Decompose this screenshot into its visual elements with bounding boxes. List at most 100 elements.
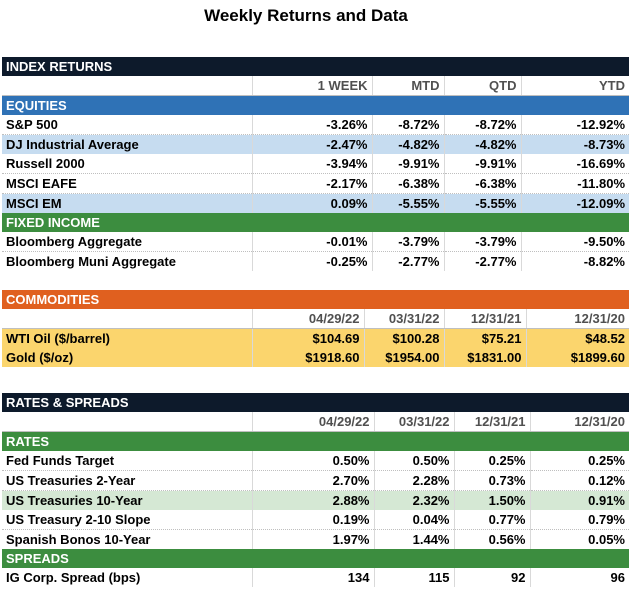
cell-value: -2.77% — [443, 251, 521, 271]
index-returns-header-row: INDEX RETURNS — [2, 57, 629, 76]
row-label: S&P 500 — [2, 115, 252, 135]
table-row: IG Corp. Spread (bps) 134 115 92 96 — [2, 568, 629, 587]
column-header: 12/31/21 — [443, 309, 526, 329]
cell-value: -9.50% — [520, 232, 629, 252]
column-header: 03/31/22 — [363, 309, 444, 329]
row-label: Gold ($/oz) — [2, 348, 252, 367]
row-label: MSCI EAFE — [2, 173, 252, 194]
equities-label: EQUITIES — [2, 95, 252, 115]
equities-section-row: EQUITIES — [2, 95, 629, 115]
cell-value: 115 — [373, 568, 454, 587]
rates-spreads-header: RATES & SPREADS — [2, 393, 629, 412]
cell-value: $104.69 — [251, 328, 364, 348]
row-label: US Treasuries 2-Year — [2, 470, 252, 491]
cell-value: 0.50% — [373, 451, 454, 471]
cell-value: -0.25% — [251, 251, 372, 271]
index-returns-column-headers: 1 WEEK MTD QTD YTD — [2, 76, 629, 96]
cell-value: $1831.00 — [443, 348, 526, 367]
cell-value: $1918.60 — [251, 348, 364, 367]
cell-value: -16.69% — [520, 154, 629, 174]
cell-value: 2.28% — [373, 470, 454, 491]
cell-value: -2.77% — [371, 251, 444, 271]
row-label: IG Corp. Spread (bps) — [6, 570, 141, 585]
cell-value: -8.73% — [520, 134, 629, 154]
cell-value: -8.82% — [520, 251, 629, 271]
cell-value: 96 — [529, 568, 629, 587]
index-returns-table: INDEX RETURNS 1 WEEK MTD QTD YTD EQUITIE… — [2, 57, 629, 271]
row-label: Russell 2000 — [2, 154, 252, 174]
column-header: QTD — [443, 76, 521, 96]
index-returns-header: INDEX RETURNS — [2, 57, 629, 76]
cell-value: -9.91% — [371, 154, 444, 174]
rates-section-row: RATES — [2, 431, 629, 451]
commodities-column-headers: 04/29/22 03/31/22 12/31/21 12/31/20 — [2, 309, 629, 329]
cell-value: -6.38% — [371, 173, 444, 194]
cell-value: -5.55% — [371, 193, 444, 213]
cell-value: 0.79% — [529, 510, 629, 530]
page-title: Weekly Returns and Data — [204, 6, 408, 25]
cell-value: -8.72% — [443, 115, 521, 135]
cell-value: -3.79% — [443, 232, 521, 252]
cell-value: -9.91% — [443, 154, 521, 174]
cell-value: -4.82% — [371, 134, 444, 154]
row-label: US Treasuries 10-Year — [2, 490, 252, 510]
column-header: 04/29/22 — [251, 412, 374, 432]
commodities-table: COMMODITIES 04/29/22 03/31/22 12/31/21 1… — [2, 290, 629, 367]
table-row: Spanish Bonos 10-Year 1.97% 1.44% 0.56% … — [2, 529, 629, 549]
table-row: Bloomberg Aggregate -0.01% -3.79% -3.79%… — [2, 232, 629, 252]
table-row: Bloomberg Muni Aggregate -0.25% -2.77% -… — [2, 251, 629, 271]
column-header: MTD — [371, 76, 444, 96]
cell-value: -2.17% — [251, 173, 372, 194]
table-row: DJ Industrial Average -2.47% -4.82% -4.8… — [2, 134, 629, 154]
cell-value: 0.05% — [529, 529, 629, 549]
row-label: Spanish Bonos 10-Year — [6, 532, 151, 547]
cell-value: -0.01% — [251, 232, 372, 252]
fixed-income-label: FIXED INCOME — [2, 213, 252, 232]
cell-value: 0.56% — [453, 529, 530, 549]
row-label: Bloomberg Muni Aggregate — [6, 254, 176, 269]
column-header: 03/31/22 — [373, 412, 454, 432]
table-row: S&P 500 -3.26% -8.72% -8.72% -12.92% — [2, 115, 629, 135]
cell-value: 1.97% — [251, 529, 374, 549]
table-row: US Treasuries 2-Year 2.70% 2.28% 0.73% 0… — [2, 470, 629, 491]
column-header: 1 WEEK — [251, 76, 372, 96]
rates-spreads-header-row: RATES & SPREADS — [2, 393, 629, 412]
cell-value: $48.52 — [525, 328, 629, 348]
column-header: 12/31/20 — [529, 412, 629, 432]
rates-spreads-table: RATES & SPREADS 04/29/22 03/31/22 12/31/… — [2, 393, 629, 587]
cell-value: -8.72% — [371, 115, 444, 135]
cell-value: -12.92% — [520, 115, 629, 135]
table-row: US Treasury 2-10 Slope 0.19% 0.04% 0.77%… — [2, 510, 629, 530]
cell-value: 0.50% — [251, 451, 374, 471]
cell-value: -3.79% — [371, 232, 444, 252]
row-label: Bloomberg Aggregate — [2, 232, 252, 252]
table-row: MSCI EAFE -2.17% -6.38% -6.38% -11.80% — [2, 173, 629, 194]
cell-value: -4.82% — [443, 134, 521, 154]
cell-value: -12.09% — [520, 193, 629, 213]
cell-value: 2.32% — [373, 490, 454, 510]
cell-value: -11.80% — [520, 173, 629, 194]
table-row: Russell 2000 -3.94% -9.91% -9.91% -16.69… — [2, 154, 629, 174]
table-row: US Treasuries 10-Year 2.88% 2.32% 1.50% … — [2, 490, 629, 510]
cell-value: 1.44% — [373, 529, 454, 549]
cell-value: 2.88% — [251, 490, 374, 510]
column-header: 12/31/21 — [453, 412, 530, 432]
cell-value: 2.70% — [251, 470, 374, 491]
cell-value: 92 — [453, 568, 530, 587]
cell-value: $75.21 — [443, 328, 526, 348]
cell-value: -3.94% — [251, 154, 372, 174]
row-label: DJ Industrial Average — [2, 134, 252, 154]
cell-value: 0.25% — [529, 451, 629, 471]
cell-value: 0.91% — [529, 490, 629, 510]
row-label: Fed Funds Target — [2, 451, 252, 471]
column-header: 04/29/22 — [251, 309, 364, 329]
table-row: Gold ($/oz) $1918.60 $1954.00 $1831.00 $… — [2, 348, 629, 367]
cell-value: 0.19% — [251, 510, 374, 530]
spreads-section-row: SPREADS — [2, 549, 629, 568]
cell-value: -5.55% — [443, 193, 521, 213]
table-row: MSCI EM 0.09% -5.55% -5.55% -12.09% — [2, 193, 629, 213]
column-header: 12/31/20 — [525, 309, 629, 329]
table-row: Fed Funds Target 0.50% 0.50% 0.25% 0.25% — [2, 451, 629, 471]
cell-value: 0.73% — [453, 470, 530, 491]
commodities-header-row: COMMODITIES — [2, 290, 629, 309]
